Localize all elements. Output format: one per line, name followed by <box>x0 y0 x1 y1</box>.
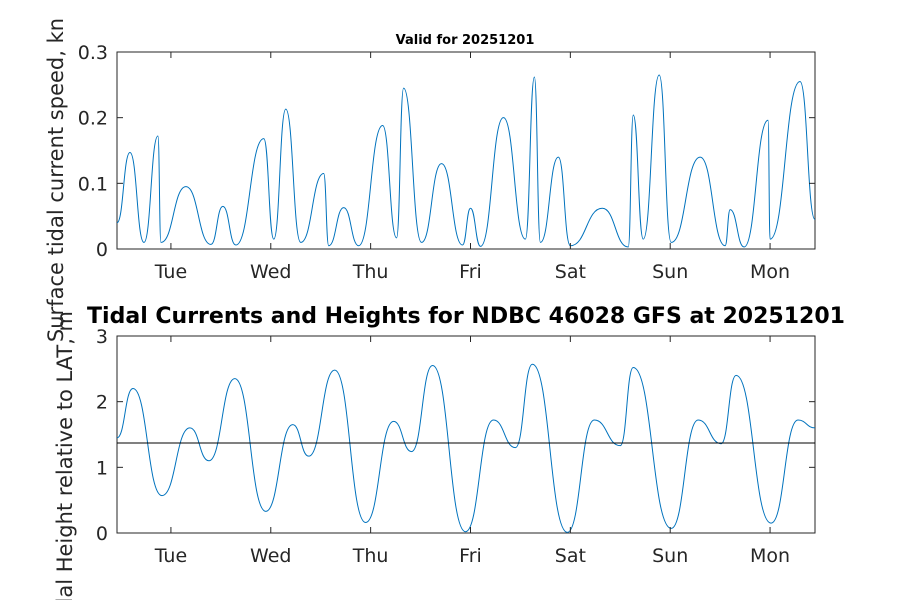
y-tick-label: 0.1 <box>78 173 108 195</box>
x-tick-label: Mon <box>750 261 790 283</box>
y-tick-label: 0.2 <box>78 108 108 130</box>
x-tick-label: Sun <box>652 545 688 567</box>
plot-frame <box>116 335 816 534</box>
main-chart-title: Tidal Currents and Heights for NDBC 4602… <box>87 304 845 329</box>
series-line-0-0 <box>116 74 816 248</box>
y-tick-label: 3 <box>96 326 108 348</box>
series-line-1-0 <box>116 363 816 533</box>
x-tick-label: Wed <box>250 545 291 567</box>
current-speed-axis-label: Surface tidal current speed, kn <box>44 18 68 342</box>
y-tick-label: 2 <box>96 392 108 414</box>
x-tick-label: Thu <box>352 545 389 567</box>
y-tick-label: 0.3 <box>78 42 108 64</box>
x-tick-label: Thu <box>352 261 389 283</box>
x-tick-label: Fri <box>459 545 482 567</box>
x-tick-label: Fri <box>459 261 482 283</box>
x-tick-label: Mon <box>750 545 790 567</box>
plot-frame <box>116 51 816 250</box>
current-speed-plot: 0 0.1 0.2 0.3 Tue Wed Thu Fri Sat Sun Mon <box>78 42 816 283</box>
current-plot-title: Valid for 20251201 <box>396 33 535 48</box>
x-tick-label: Tue <box>154 261 187 283</box>
x-tick-label: Wed <box>250 261 291 283</box>
tidal-height-axis-label: Tidal Height relative to LAT, m <box>53 311 77 600</box>
tidal-height-plot: 0 1 2 3 Tue Wed Thu Fri Sat Sun Mon <box>96 326 816 567</box>
y-tick-label: 0 <box>96 239 108 261</box>
x-tick-label: Sun <box>652 261 688 283</box>
x-tick-label: Tue <box>154 545 187 567</box>
y-tick-label: 0 <box>96 523 108 545</box>
x-tick-label: Sat <box>555 545 586 567</box>
y-tick-label: 1 <box>96 457 108 479</box>
x-tick-label: Sat <box>555 261 586 283</box>
